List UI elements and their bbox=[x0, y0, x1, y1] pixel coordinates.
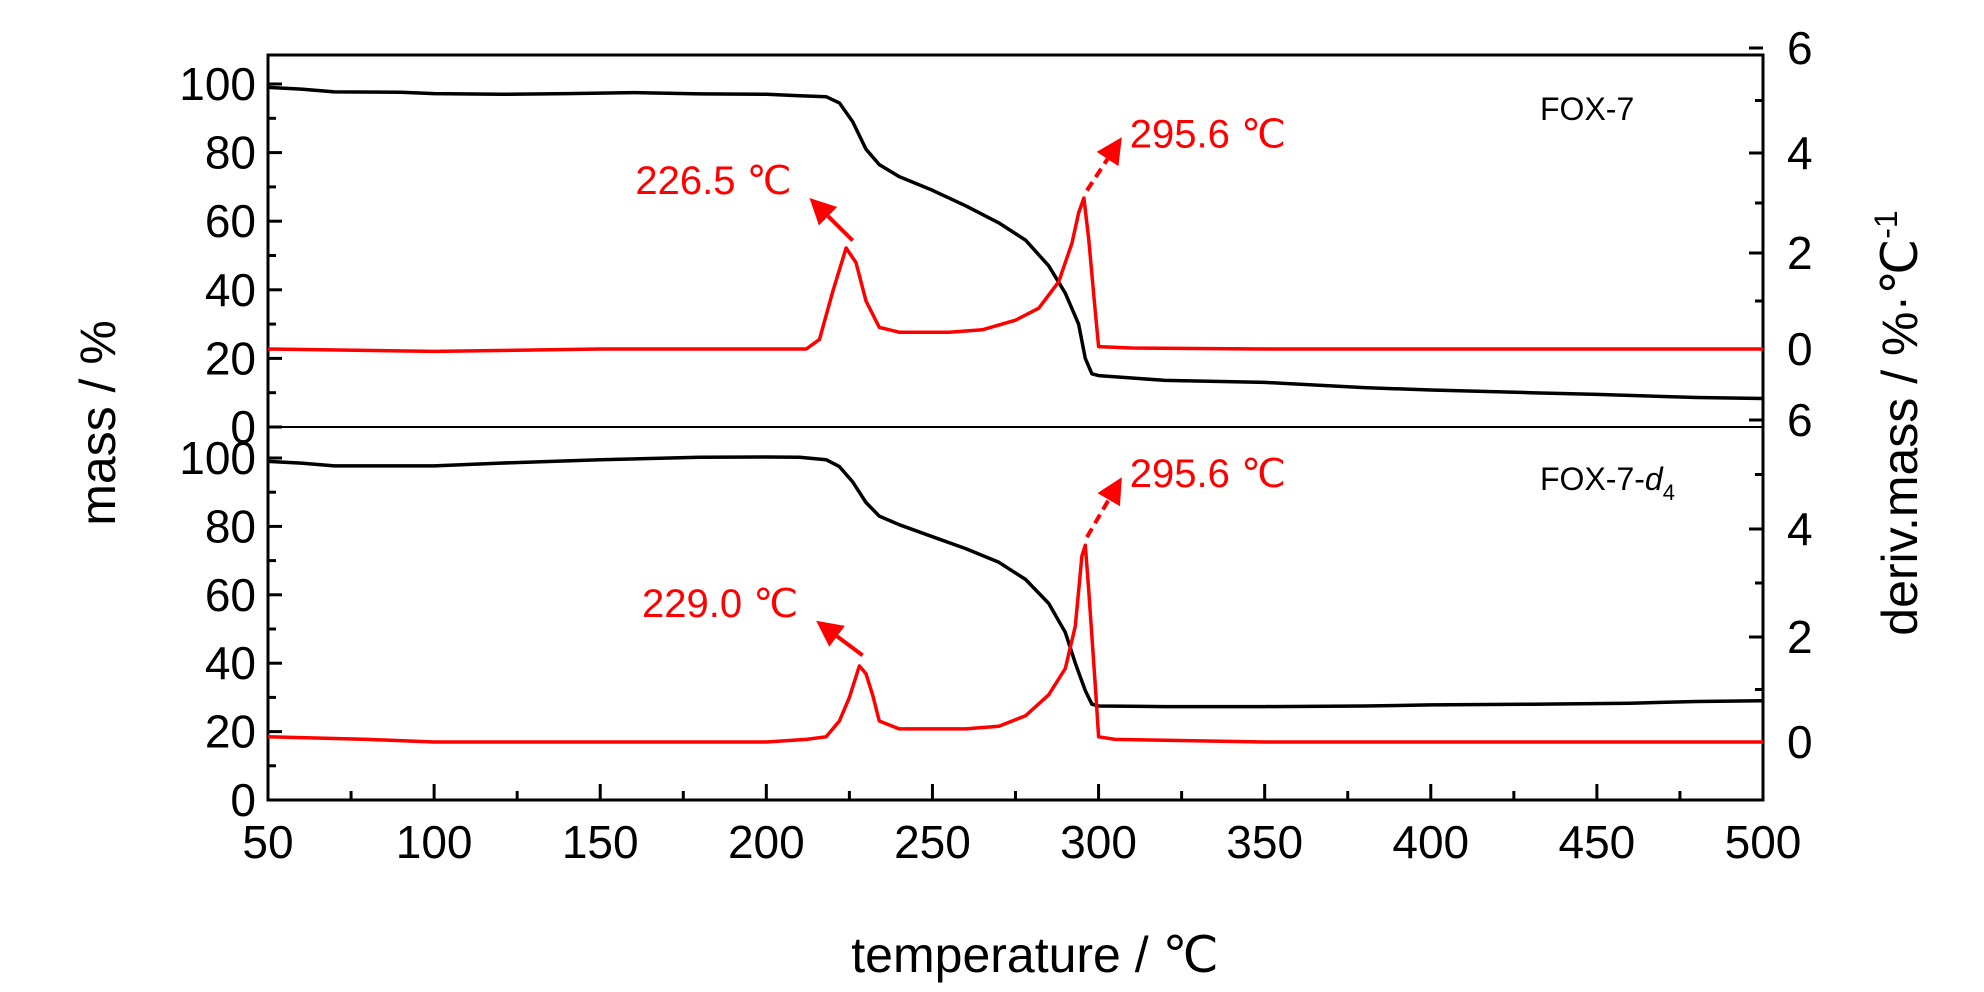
sample-label-text: FOX-7- bbox=[1540, 461, 1645, 497]
y-left-tick-label: 60 bbox=[205, 195, 256, 247]
x-tick-label: 300 bbox=[1060, 816, 1137, 868]
annotation-arrowhead bbox=[816, 620, 845, 647]
y-left-tick-label: 40 bbox=[205, 264, 256, 316]
annotation-arrowhead bbox=[1097, 477, 1122, 507]
y-right-tick-label: 6 bbox=[1787, 394, 1813, 446]
panel-top: 0 20 40 60 80 100 0 2 4 6 FOX-7 226.5 ℃ 295.6 ℃ bbox=[179, 22, 1812, 453]
sample-label-italic: d bbox=[1645, 461, 1664, 497]
annotation-arrow bbox=[835, 634, 864, 657]
annotation-arrowhead bbox=[809, 198, 838, 226]
sample-label: FOX-7 bbox=[1540, 91, 1634, 127]
peak-temperature-label: 229.0 ℃ bbox=[642, 582, 798, 626]
peak-temperature-label: 295.6 ℃ bbox=[1130, 112, 1286, 156]
deriv-mass-curve bbox=[267, 543, 1763, 744]
y-right-tick-label: 4 bbox=[1787, 503, 1813, 555]
y-left-tick-label: 20 bbox=[205, 332, 256, 384]
y-right-tick-label: 2 bbox=[1787, 611, 1813, 663]
y-right-axis-title-main: deriv.mass / %·℃ bbox=[1872, 239, 1928, 636]
peak-temperature-label: 295.6 ℃ bbox=[1130, 452, 1286, 496]
sample-label: FOX-7-d4 bbox=[1540, 461, 1675, 505]
x-tick-label: 100 bbox=[396, 816, 473, 868]
x-tick-label: 400 bbox=[1392, 816, 1469, 868]
y-right-tick-label: 6 bbox=[1787, 22, 1813, 74]
x-tick-label: 250 bbox=[894, 816, 971, 868]
y-left-tick-label: 40 bbox=[205, 637, 256, 689]
mass-curve bbox=[267, 455, 1764, 709]
panels: 50 100 150 200 250 300 350 400 450 50002040608010… bbox=[179, 22, 1812, 868]
x-tick-label: 450 bbox=[1559, 816, 1636, 868]
x-tick-label: 350 bbox=[1226, 816, 1303, 868]
x-tick-label: 150 bbox=[562, 816, 639, 868]
sample-label-text: FOX-7 bbox=[1540, 91, 1634, 127]
annotation-arrow bbox=[826, 214, 855, 242]
annotation-arrow bbox=[1085, 498, 1111, 539]
x-axis-title: temperature / ℃ bbox=[851, 927, 1218, 983]
y-left-tick-label: 60 bbox=[205, 569, 256, 621]
mass-curve bbox=[267, 85, 1764, 401]
y-left-tick-label: 100 bbox=[179, 432, 256, 484]
x-tick-label: 50 bbox=[242, 816, 293, 868]
y-left-tick-label: 80 bbox=[205, 500, 256, 552]
y-left-tick-label: 0 bbox=[230, 401, 256, 453]
y-right-axis-title-sup: -1 bbox=[1868, 210, 1904, 238]
y-left-tick-label: 20 bbox=[205, 706, 256, 758]
y-left-tick-label: 100 bbox=[179, 58, 256, 110]
deriv-mass-curve bbox=[267, 196, 1763, 354]
y-right-tick-label: 4 bbox=[1787, 127, 1813, 179]
y-right-tick-label: 2 bbox=[1787, 227, 1813, 279]
sample-label-sub: 4 bbox=[1663, 480, 1675, 505]
y-right-axis-title: deriv.mass / %·℃-1 bbox=[1868, 210, 1928, 635]
y-right-tick-label: 0 bbox=[1787, 716, 1813, 768]
annotation-arrowhead bbox=[1096, 137, 1122, 167]
y-left-axis-title: mass / % bbox=[70, 320, 126, 526]
peak-temperature-label: 226.5 ℃ bbox=[635, 159, 791, 203]
y-left-tick-label: 80 bbox=[205, 127, 256, 179]
x-tick-label: 200 bbox=[728, 816, 805, 868]
y-left-tick-label: 0 bbox=[230, 774, 256, 826]
x-tick-label: 500 bbox=[1725, 816, 1802, 868]
y-right-tick-label: 0 bbox=[1787, 323, 1813, 375]
annotation-arrow bbox=[1085, 157, 1110, 192]
